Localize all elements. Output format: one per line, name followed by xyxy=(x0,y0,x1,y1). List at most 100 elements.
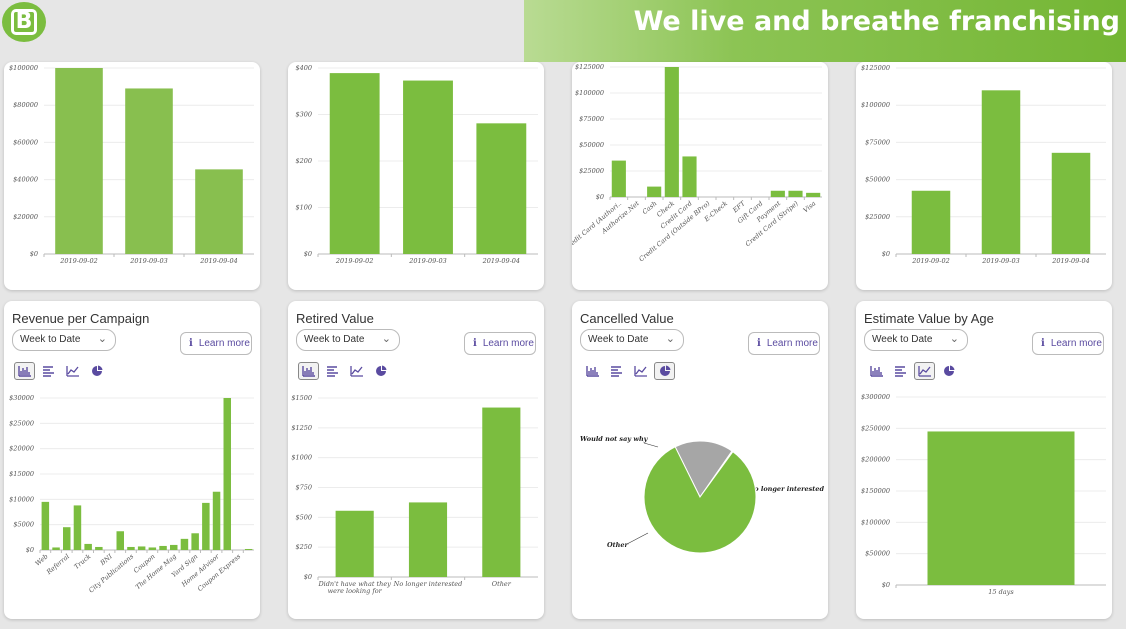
pie-slice[interactable] xyxy=(674,440,733,498)
period-select[interactable]: Week to Date ⌄ xyxy=(864,329,968,351)
cancelled-value-pie: Would not say why No longer interested Oth… xyxy=(580,435,824,554)
x-tick-label: 2019-09-02 xyxy=(911,257,949,265)
top-chart-card-1: $0 $20000 $40000 $60000 $80000 $100000 2019-09… xyxy=(4,62,260,290)
horizontal-bar-icon[interactable] xyxy=(322,362,343,380)
bar[interactable] xyxy=(1051,152,1091,254)
bar[interactable] xyxy=(329,73,380,255)
x-tick-label: 2019-09-04 xyxy=(199,257,237,265)
estimate-value-by-age-card: Estimate Value by Age Week to Date ⌄ i Lea… xyxy=(856,301,1112,619)
revenue-per-campaign-chart: $0 $5000 $10000 $15000 $20000 $25000 $30000 Web… xyxy=(9,394,254,594)
bar[interactable] xyxy=(476,123,527,255)
y-tick-label: $300 xyxy=(295,111,312,119)
bar[interactable] xyxy=(611,160,626,197)
bar[interactable] xyxy=(55,68,103,254)
line-chart-icon[interactable] xyxy=(346,362,367,380)
learn-more-button[interactable]: i Learn more xyxy=(1032,332,1104,355)
learn-more-button[interactable]: i Learn more xyxy=(180,332,252,355)
bar[interactable] xyxy=(41,501,50,550)
bar[interactable] xyxy=(212,491,221,550)
bar[interactable] xyxy=(770,190,785,197)
x-tick-label: BNI xyxy=(98,552,114,567)
bar-chart-icon[interactable] xyxy=(582,362,603,380)
bar[interactable] xyxy=(137,546,146,550)
bar[interactable] xyxy=(682,156,697,197)
learn-more-button[interactable]: i Learn more xyxy=(748,332,820,355)
line-chart-icon[interactable] xyxy=(62,362,83,380)
label-leader xyxy=(643,442,659,448)
bar[interactable] xyxy=(403,80,453,255)
y-tick-label: $250000 xyxy=(861,424,890,432)
bar[interactable] xyxy=(125,88,173,255)
bar[interactable] xyxy=(223,398,231,550)
bar[interactable] xyxy=(170,544,178,550)
bar[interactable] xyxy=(73,505,82,550)
bar-chart-icon[interactable] xyxy=(298,362,319,380)
bar[interactable] xyxy=(116,531,124,550)
bar[interactable] xyxy=(127,546,135,550)
y-tick-label: $0 xyxy=(882,250,890,258)
bar[interactable] xyxy=(195,169,243,254)
period-value: Week to Date xyxy=(872,334,933,345)
bar[interactable] xyxy=(482,407,521,577)
period-select[interactable]: Week to Date ⌄ xyxy=(12,329,116,351)
bar[interactable] xyxy=(335,510,374,577)
chart-type-toolbar xyxy=(298,362,391,380)
bar[interactable] xyxy=(84,543,92,550)
bar[interactable] xyxy=(180,538,189,550)
horizontal-bar-icon[interactable] xyxy=(606,362,627,380)
bar[interactable] xyxy=(664,67,679,197)
bar[interactable] xyxy=(911,190,951,254)
bar[interactable] xyxy=(63,527,71,550)
chevron-down-icon: ⌄ xyxy=(381,333,391,345)
bar[interactable] xyxy=(202,502,210,550)
pie-chart-icon[interactable] xyxy=(86,362,107,380)
y-tick-label: $1250 xyxy=(291,424,312,432)
bar[interactable] xyxy=(159,545,167,550)
bar[interactable] xyxy=(788,190,803,197)
pie-chart-icon[interactable] xyxy=(370,362,391,380)
y-tick-label: $250 xyxy=(295,543,312,551)
top-chart-1: $0 $20000 $40000 $60000 $80000 $100000 2019-09… xyxy=(9,64,254,265)
bar[interactable] xyxy=(927,431,1075,585)
period-select[interactable]: Week to Date ⌄ xyxy=(296,329,400,351)
y-tick-label: $300000 xyxy=(861,393,890,401)
y-tick-label: $75000 xyxy=(579,115,604,123)
pie-slice[interactable] xyxy=(643,446,757,554)
pie-label: No longer interested xyxy=(747,485,824,493)
line-chart-icon[interactable] xyxy=(914,362,935,380)
y-tick-label: $1500 xyxy=(291,394,312,402)
chevron-down-icon: ⌄ xyxy=(665,333,675,345)
chevron-down-icon: ⌄ xyxy=(949,333,959,345)
bar[interactable] xyxy=(148,547,157,550)
y-tick-label: $50000 xyxy=(865,550,890,558)
bar[interactable] xyxy=(647,186,662,197)
bar[interactable] xyxy=(191,533,199,550)
bar[interactable] xyxy=(52,547,60,550)
bar[interactable] xyxy=(95,546,103,550)
bar[interactable] xyxy=(806,192,821,197)
bar[interactable] xyxy=(408,502,448,577)
y-tick-label: $30000 xyxy=(9,394,34,402)
bar[interactable] xyxy=(981,90,1021,254)
x-tick-label: Visa xyxy=(802,199,818,214)
brand-logo[interactable]: B xyxy=(2,2,46,42)
card-title: Revenue per Campaign xyxy=(12,311,150,326)
top-chart-card-4: $0 $25000 $50000 $75000 $100000 $125000 2019-0… xyxy=(856,62,1112,290)
bar[interactable] xyxy=(244,548,253,550)
period-select[interactable]: Week to Date ⌄ xyxy=(580,329,684,351)
period-value: Week to Date xyxy=(304,334,365,345)
y-tick-label: $500 xyxy=(295,513,312,521)
y-tick-label: $25000 xyxy=(865,213,890,221)
pie-chart-icon[interactable] xyxy=(654,362,675,380)
learn-more-button[interactable]: i Learn more xyxy=(464,332,536,355)
chart-type-toolbar xyxy=(14,362,107,380)
horizontal-bar-icon[interactable] xyxy=(38,362,59,380)
info-icon: i xyxy=(189,338,193,349)
horizontal-bar-icon[interactable] xyxy=(890,362,911,380)
learn-more-label: Learn more xyxy=(198,338,250,349)
info-icon: i xyxy=(473,338,477,349)
pie-chart-icon[interactable] xyxy=(938,362,959,380)
bar-chart-icon[interactable] xyxy=(866,362,887,380)
bar-chart-icon[interactable] xyxy=(14,362,35,380)
line-chart-icon[interactable] xyxy=(630,362,651,380)
